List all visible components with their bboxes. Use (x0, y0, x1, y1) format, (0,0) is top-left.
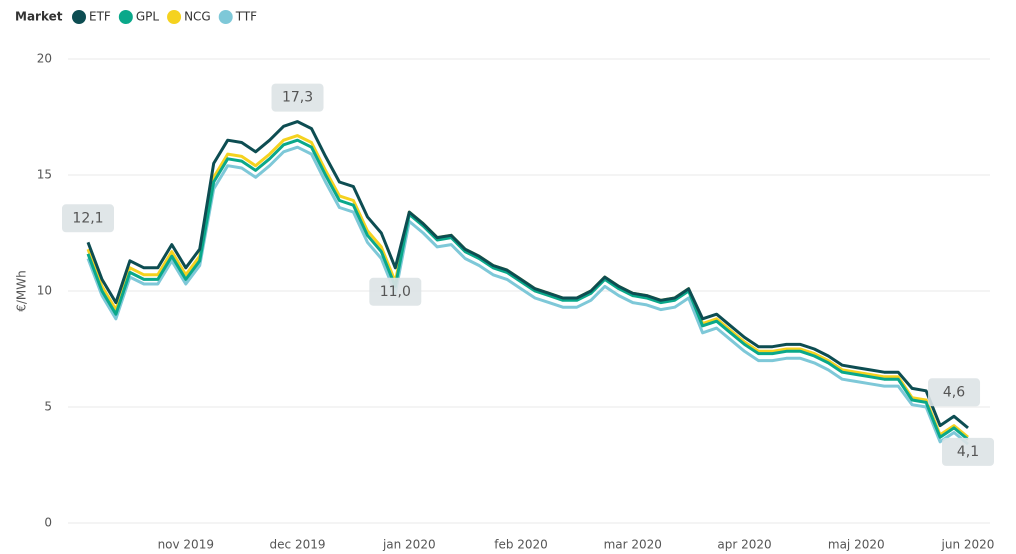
annotation-label: 4,1 (957, 444, 979, 460)
legend-label: TTF (235, 10, 257, 24)
x-tick-label: maj 2020 (828, 538, 885, 552)
x-tick-label: dec 2019 (270, 538, 326, 552)
x-tick-label: feb 2020 (494, 538, 548, 552)
legend-label: GPL (136, 10, 160, 24)
legend-label: NCG (184, 10, 211, 24)
y-axis-label: €/MWh (15, 270, 29, 312)
series-line (86, 120, 969, 430)
annotation-box (928, 378, 981, 407)
x-tick-label: jan 2020 (382, 538, 436, 552)
annotation-box (62, 204, 114, 233)
y-tick-label: 15 (37, 168, 52, 182)
annotation-label: 12,1 (72, 210, 103, 226)
x-tick-label: mar 2020 (604, 538, 662, 552)
series-line (86, 138, 969, 441)
annotation-label: 4,6 (943, 384, 965, 400)
x-tick-label: apr 2020 (717, 538, 771, 552)
annotation-box (369, 277, 422, 306)
y-tick-label: 0 (44, 516, 52, 530)
annotation-box (271, 83, 324, 112)
series-line (86, 145, 969, 446)
y-tick-label: 10 (37, 284, 52, 298)
annotation-box (942, 437, 994, 466)
y-tick-label: 20 (37, 52, 52, 66)
legend-marker (218, 10, 233, 24)
annotation-label: 17,3 (282, 90, 313, 106)
annotation-label: 11,0 (380, 284, 411, 300)
x-tick-label: jun 2020 (941, 538, 995, 552)
y-tick-label: 5 (44, 400, 52, 414)
legend-marker (72, 10, 86, 24)
x-tick-label: nov 2019 (158, 538, 214, 552)
legend-label: ETF (89, 10, 111, 24)
legend-marker (118, 10, 133, 24)
legend-title: Market (15, 10, 63, 24)
legend-marker (167, 10, 182, 24)
